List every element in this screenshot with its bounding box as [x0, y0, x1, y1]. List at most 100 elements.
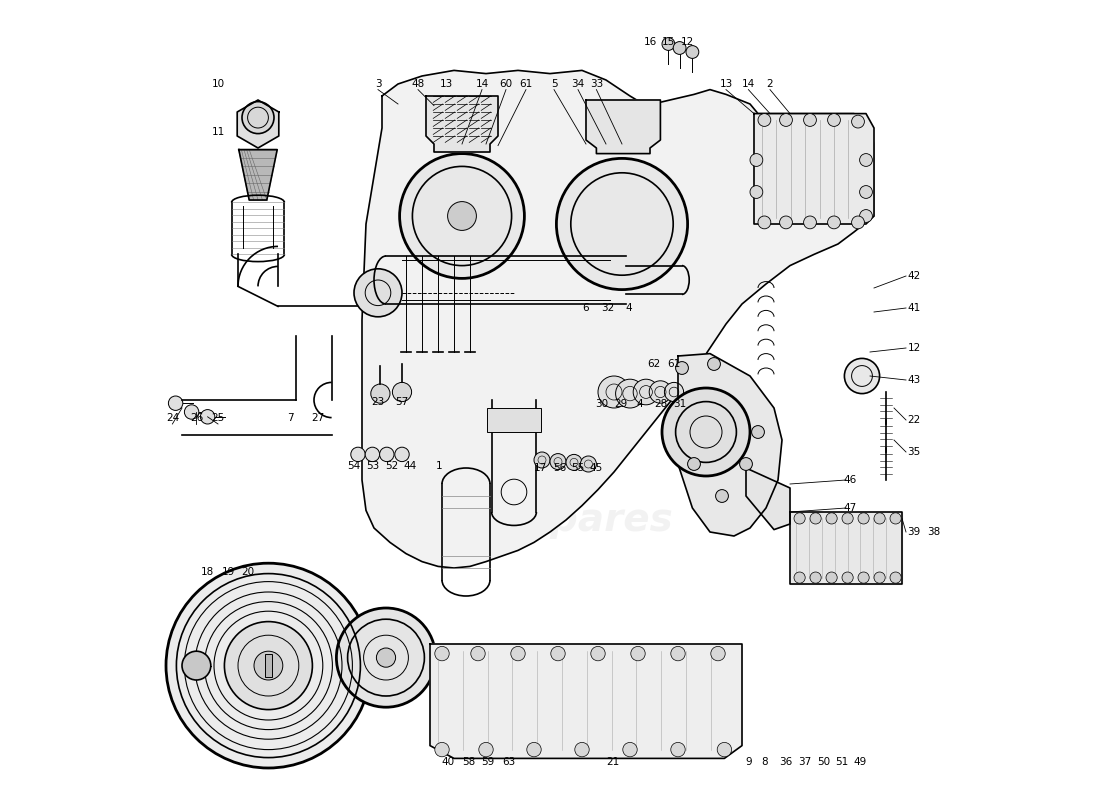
Polygon shape	[790, 512, 902, 584]
Text: 21: 21	[606, 757, 619, 766]
Text: 61: 61	[668, 359, 681, 369]
Circle shape	[804, 216, 816, 229]
Circle shape	[566, 454, 582, 470]
Text: 37: 37	[798, 757, 811, 766]
Text: 12: 12	[681, 37, 694, 46]
Circle shape	[780, 216, 792, 229]
Polygon shape	[586, 100, 660, 154]
Text: 31: 31	[673, 399, 686, 409]
Text: 40: 40	[441, 757, 454, 766]
Text: 54: 54	[348, 461, 361, 470]
Circle shape	[750, 186, 762, 198]
Text: 46: 46	[844, 475, 857, 485]
Text: 43: 43	[908, 375, 921, 385]
Circle shape	[711, 646, 725, 661]
Circle shape	[185, 405, 199, 419]
Text: 34: 34	[571, 79, 584, 89]
Polygon shape	[426, 96, 498, 152]
Circle shape	[851, 216, 865, 229]
Text: 9: 9	[745, 757, 751, 766]
Text: 35: 35	[908, 447, 921, 457]
Circle shape	[551, 646, 565, 661]
Text: 13: 13	[439, 79, 452, 89]
Circle shape	[168, 396, 183, 410]
Circle shape	[598, 376, 630, 408]
Text: 5: 5	[551, 79, 558, 89]
Text: 26: 26	[190, 413, 204, 422]
Text: 53: 53	[366, 461, 379, 470]
Text: 19: 19	[222, 567, 235, 577]
Circle shape	[827, 114, 840, 126]
Text: 22: 22	[908, 415, 921, 425]
Circle shape	[649, 381, 672, 403]
Text: 56: 56	[553, 463, 566, 473]
Circle shape	[376, 648, 396, 667]
Circle shape	[575, 742, 590, 757]
Text: eurospares: eurospares	[392, 376, 708, 424]
Text: 57: 57	[395, 397, 408, 406]
Circle shape	[671, 646, 685, 661]
Polygon shape	[430, 644, 742, 758]
Text: 42: 42	[908, 271, 921, 281]
Circle shape	[890, 572, 901, 583]
Text: 14: 14	[741, 79, 755, 89]
Circle shape	[534, 452, 550, 468]
Circle shape	[739, 458, 752, 470]
Text: 28: 28	[653, 399, 667, 409]
Text: 58: 58	[462, 757, 475, 766]
Circle shape	[623, 742, 637, 757]
Circle shape	[845, 358, 880, 394]
Text: 55: 55	[571, 463, 584, 473]
Circle shape	[664, 382, 683, 402]
Circle shape	[851, 115, 865, 128]
Circle shape	[794, 513, 805, 524]
Circle shape	[671, 742, 685, 757]
Text: 18: 18	[201, 567, 214, 577]
Circle shape	[510, 646, 525, 661]
Text: 7: 7	[287, 413, 294, 422]
Circle shape	[758, 114, 771, 126]
Polygon shape	[239, 150, 277, 200]
Circle shape	[826, 572, 837, 583]
Text: 8: 8	[761, 757, 768, 766]
Text: 13: 13	[719, 79, 733, 89]
Circle shape	[858, 513, 869, 524]
Circle shape	[550, 454, 566, 470]
Text: 24: 24	[166, 413, 179, 422]
Text: 23: 23	[372, 397, 385, 406]
Text: 52: 52	[385, 461, 398, 470]
Circle shape	[750, 154, 762, 166]
Circle shape	[874, 572, 886, 583]
Text: 41: 41	[908, 303, 921, 313]
Text: eurospares: eurospares	[427, 501, 673, 539]
Text: 2: 2	[767, 79, 773, 89]
Circle shape	[858, 572, 869, 583]
Circle shape	[810, 513, 822, 524]
Text: 10: 10	[211, 79, 224, 89]
Circle shape	[751, 426, 764, 438]
Text: 17: 17	[534, 463, 547, 473]
Text: 30: 30	[595, 399, 608, 409]
Text: 1: 1	[437, 461, 443, 470]
Text: 47: 47	[844, 503, 857, 513]
Circle shape	[890, 513, 901, 524]
Polygon shape	[754, 114, 875, 224]
Text: 27: 27	[311, 413, 324, 422]
Circle shape	[242, 102, 274, 134]
Circle shape	[758, 216, 771, 229]
Text: 33: 33	[590, 79, 603, 89]
Circle shape	[399, 154, 525, 278]
Text: 50: 50	[817, 757, 830, 766]
Text: 44: 44	[404, 461, 417, 470]
Circle shape	[716, 490, 728, 502]
Text: 61: 61	[519, 79, 532, 89]
Circle shape	[842, 572, 854, 583]
Text: 62: 62	[648, 359, 661, 369]
Circle shape	[662, 38, 674, 50]
Circle shape	[224, 622, 312, 710]
Circle shape	[662, 388, 750, 476]
Text: 38: 38	[927, 527, 940, 537]
Circle shape	[874, 513, 886, 524]
Circle shape	[826, 513, 837, 524]
Circle shape	[827, 216, 840, 229]
